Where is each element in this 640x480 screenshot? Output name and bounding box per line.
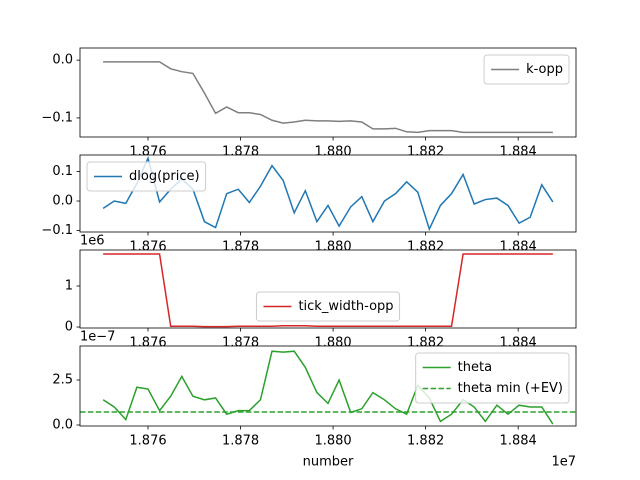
legend-label: tick_width-opp (298, 299, 393, 314)
y-tick-label: 0.0 (52, 417, 73, 432)
legend-label: theta min (+EV) (458, 381, 563, 396)
x-tick-label: 1.882 (407, 434, 444, 449)
legend-frame (415, 352, 570, 404)
y-offset-label: 1e−7 (80, 330, 115, 345)
legend: tick_width-opp (255, 291, 401, 322)
y-tick-label: 0 (65, 320, 73, 335)
legend: dlog(price) (86, 161, 207, 192)
y-tick-label: 2.5 (52, 373, 73, 388)
axes-frame (79, 345, 577, 427)
legend-frame (255, 291, 401, 322)
legend-label: k-opp (526, 62, 563, 77)
y-offset-label: 1e6 (80, 234, 105, 249)
legend-label: dlog(price) (129, 169, 200, 184)
axes-frame (79, 154, 577, 233)
axes-frame (79, 249, 577, 329)
series-line (103, 253, 553, 328)
y-tick-label: 0.0 (52, 53, 73, 68)
legend-frame (483, 54, 570, 85)
legend-label: theta (458, 360, 492, 375)
x-tick-label: 1.880 (314, 434, 351, 449)
x-tick-label: 1.876 (129, 434, 166, 449)
y-tick-label: 1 (65, 279, 73, 294)
x-tick-label: 1.884 (500, 434, 537, 449)
legend: theta theta min (+EV) (415, 352, 570, 404)
axes-frame (79, 47, 577, 138)
series-line (103, 61, 553, 134)
y-tick-label: −0.1 (41, 223, 73, 238)
x-offset-label: 1e7 (551, 455, 576, 470)
legend-frame (86, 161, 207, 192)
x-axis-label: number (303, 455, 354, 470)
y-tick-label: 0.0 (52, 194, 73, 209)
x-tick-label: 1.878 (222, 434, 259, 449)
legend: k-opp (483, 54, 570, 85)
y-tick-label: −0.1 (41, 110, 73, 125)
y-tick-label: 0.1 (52, 164, 73, 179)
